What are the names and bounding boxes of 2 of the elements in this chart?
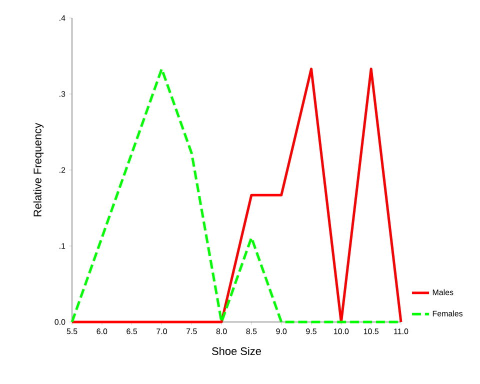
y-axis-title: Relative Frequency bbox=[33, 122, 44, 216]
x-axis-title: Shoe Size bbox=[212, 347, 261, 356]
